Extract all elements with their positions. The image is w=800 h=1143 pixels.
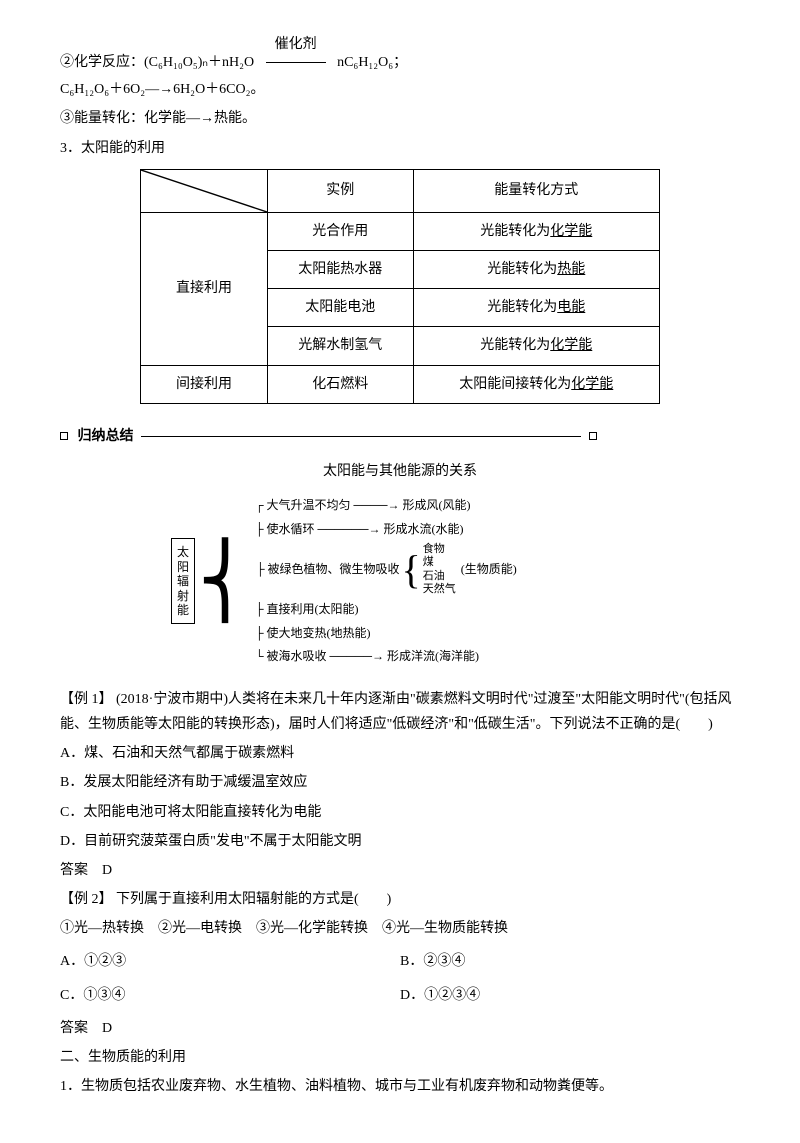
r2-mode: 光能转化为热能 — [413, 250, 659, 288]
r3-mode: 光能转化为电能 — [413, 289, 659, 327]
summary-section-tag: 归纳总结 — [60, 424, 740, 449]
ex1-D: D．目前研究菠菜蛋白质"发电"不属于太阳能文明 — [60, 829, 740, 854]
ex2-B: B．②③④ — [400, 949, 740, 974]
r3-ex: 太阳能电池 — [268, 289, 414, 327]
diag-l4: ├ 直接利用(太阳能) — [254, 598, 519, 622]
th-example: 实例 — [268, 169, 414, 212]
equation-3: ③能量转化：化学能―→热能。 — [60, 106, 740, 131]
diag-l2: ├ 使水循环 ──────→ 形成水流(水能) — [254, 518, 519, 542]
r5-ex: 化石燃料 — [268, 365, 414, 403]
solar-energy-table: 实例 能量转化方式 直接利用 光合作用 光能转化为化学能 太阳能热水器 光能转化… — [140, 169, 660, 404]
r4-ex: 光解水制氢气 — [268, 327, 414, 365]
reaction-arrow-catalyst: 催化剂 — [266, 50, 326, 75]
cell-direct: 直接利用 — [141, 212, 268, 365]
eq1-post: nC₆H₁₂O₆； — [337, 55, 407, 70]
ex1-C: C．太阳能电池可将太阳能直接转化为电能 — [60, 800, 740, 825]
r2-ex: 太阳能热水器 — [268, 250, 414, 288]
ex2-D: D．①②③④ — [400, 983, 740, 1008]
diag-l5: ├ 使大地变热(地热能) — [254, 622, 519, 646]
ex2-answer: 答案 D — [60, 1016, 740, 1041]
diagram-left-box: 太阳辐射能 — [171, 538, 195, 624]
equation-2: C₆H₁₂O₆＋6O₂―→6H₂O＋6CO₂。 — [60, 77, 740, 102]
catalyst-label: 催化剂 — [275, 32, 317, 57]
energy-relation-diagram: 太阳辐射能 ⎨ ┌ 大气升温不均匀 ────→ 形成风(风能) ├ 使水循环 ─… — [170, 494, 630, 669]
diag-l6: └ 被海水吸收 ─────→ 形成洋流(海洋能) — [254, 645, 519, 669]
example-1: 【例 1】 (2018·宁波市期中)人类将在未来几十年内逐渐由"碳素燃料文明时代… — [60, 687, 740, 737]
r1-mode: 光能转化为化学能 — [413, 212, 659, 250]
example-2: 【例 2】 下列属于直接利用太阳辐射能的方式是( ) — [60, 887, 740, 912]
ex1-A: A．煤、石油和天然气都属于碳素燃料 — [60, 741, 740, 766]
ex1-answer: 答案 D — [60, 858, 740, 883]
ex2-options-line: ①光—热转换 ②光—电转换 ③光—化学能转换 ④光—生物质能转换 — [60, 916, 740, 941]
eq1-pre: ②化学反应：(C₆H₁₀O₅)ₙ＋nH₂O — [60, 55, 254, 70]
ex2-A: A．①②③ — [60, 949, 400, 974]
cell-indirect: 间接利用 — [141, 365, 268, 403]
diag-l3: ├ 被绿色植物、微生物吸收 { 食物 煤 石油 天然气 (生物质能) — [254, 541, 519, 598]
table-corner-cell — [141, 169, 268, 212]
equation-1: ②化学反应：(C₆H₁₀O₅)ₙ＋nH₂O 催化剂 nC₆H₁₂O₆； — [60, 50, 740, 75]
bio-p1: 1．生物质包括农业废弃物、水生植物、油料植物、城市与工业有机废弃物和动物粪便等。 — [60, 1074, 740, 1099]
diag-l1: ┌ 大气升温不均匀 ────→ 形成风(风能) — [254, 494, 519, 518]
th-mode: 能量转化方式 — [413, 169, 659, 212]
r4-mode: 光能转化为化学能 — [413, 327, 659, 365]
section-3-title: 3．太阳能的利用 — [60, 136, 740, 161]
ex1-B: B．发展太阳能经济有助于减缓温室效应 — [60, 770, 740, 795]
r1-ex: 光合作用 — [268, 212, 414, 250]
r5-mode: 太阳能间接转化为化学能 — [413, 365, 659, 403]
ex2-C: C．①③④ — [60, 983, 400, 1008]
diagram-title: 太阳能与其他能源的关系 — [60, 459, 740, 484]
bio-heading: 二、生物质能的利用 — [60, 1045, 740, 1070]
